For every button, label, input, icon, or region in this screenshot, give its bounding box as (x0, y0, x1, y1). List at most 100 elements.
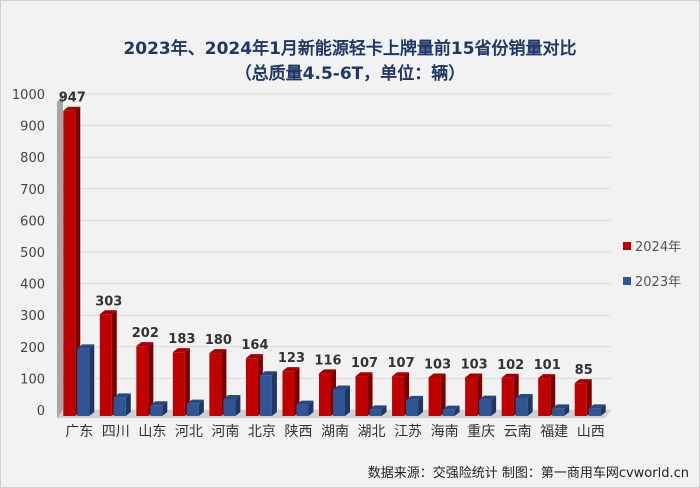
bar-top (588, 404, 606, 409)
y-tick-label: 800 (20, 151, 45, 166)
x-tick-label: 河南 (211, 424, 239, 440)
bar-top (552, 404, 570, 409)
bar-side (600, 404, 606, 416)
x-tick-label: 湖南 (321, 424, 349, 440)
bar-2023年-陕西 (296, 404, 309, 416)
data-label: 85 (575, 363, 593, 378)
y-tick-label: 600 (20, 214, 45, 229)
bar-2024年-福建 (538, 378, 551, 416)
bar-top (501, 373, 519, 378)
bar-2024年-河北 (172, 352, 185, 416)
x-tick-label: 四川 (102, 424, 130, 440)
data-label: 107 (351, 356, 378, 371)
bar-top (392, 372, 410, 377)
bar-side (111, 310, 117, 416)
x-tick-label: 广东 (65, 424, 93, 440)
data-label: 123 (278, 351, 305, 366)
bar-2023年-四川 (113, 397, 126, 416)
bar-2023年-江苏 (406, 399, 419, 416)
bar-2023年-重庆 (479, 399, 492, 416)
bar-top (538, 374, 556, 379)
bar-2023年-山东 (150, 405, 163, 416)
bar-top (282, 367, 300, 372)
x-tick-label: 北京 (248, 424, 276, 440)
bar-side (148, 342, 154, 416)
x-tick-label: 湖北 (358, 424, 386, 440)
x-tick-label: 江苏 (394, 424, 422, 440)
y-tick-label: 500 (20, 246, 45, 261)
legend-swatch (623, 277, 631, 285)
bar-2024年-广东 (63, 110, 76, 417)
x-tick-label: 陕西 (284, 424, 312, 440)
bar-side (75, 106, 81, 417)
bar-2023年-河北 (186, 403, 199, 416)
bar-top (479, 395, 497, 400)
x-tick-label: 河北 (175, 424, 203, 440)
bar-2023年-山西 (588, 408, 601, 416)
x-tick-label: 海南 (431, 424, 459, 440)
bar-2023年-云南 (515, 397, 528, 416)
bar-2024年-湖北 (355, 376, 368, 416)
bar-side (271, 371, 277, 416)
bar-top (186, 399, 204, 404)
bar-top (319, 369, 336, 374)
chart-title: 2023年、2024年1月新能源轻卡上牌量前15省份销量对比 （总质量4.5-6… (1, 37, 699, 87)
y-tick-label: 700 (20, 183, 45, 198)
bar-2024年-陕西 (282, 371, 295, 416)
bar-top (209, 349, 227, 354)
y-tick-label: 200 (20, 341, 45, 356)
data-label: 164 (241, 338, 268, 353)
bar-top (63, 106, 81, 111)
legend-swatch (623, 242, 631, 250)
bar-2023年-湖南 (333, 389, 345, 416)
bar-2024年-海南 (428, 377, 441, 416)
bar-top (113, 393, 131, 398)
bar-top (245, 354, 263, 359)
x-tick-label: 云南 (504, 424, 532, 440)
bar-top (355, 372, 373, 377)
bar-2024年-湖南 (319, 373, 331, 416)
y-tick-label: 400 (20, 278, 45, 293)
bar-side (345, 385, 350, 416)
bar-top (406, 395, 424, 400)
bar-top (77, 344, 95, 349)
bar-2023年-海南 (442, 409, 455, 416)
bar-2023年-广东 (77, 348, 90, 416)
bar-side (367, 372, 373, 416)
data-label: 180 (205, 333, 232, 348)
data-label: 183 (168, 332, 195, 347)
y-tick-label: 0 (37, 404, 45, 419)
bar-2024年-河南 (209, 353, 222, 416)
bar-top (99, 310, 117, 315)
data-label: 103 (424, 357, 451, 372)
bar-side (184, 348, 190, 416)
subtitle-line: （总质量4.5-6T，单位：辆） (234, 64, 466, 84)
y-tick-label: 1000 (12, 88, 45, 103)
bar-top (428, 373, 446, 378)
bar-2024年-北京 (245, 358, 258, 416)
bar-2023年-河南 (223, 398, 236, 416)
data-label: 116 (314, 353, 341, 368)
bar-top (136, 342, 154, 347)
bar-side (418, 395, 424, 416)
bar-side (308, 400, 314, 416)
bar-2024年-山东 (136, 346, 149, 416)
bar-side (491, 395, 497, 416)
legend-label: 2023年 (635, 275, 681, 290)
bar-side (89, 344, 95, 416)
legend-label: 2024年 (635, 240, 681, 255)
bar-2023年-北京 (259, 375, 272, 416)
bar-side (527, 393, 533, 416)
x-tick-label: 重庆 (467, 424, 495, 440)
axis-wall (57, 94, 63, 418)
y-tick-label: 900 (20, 120, 45, 135)
bar-side (381, 405, 387, 416)
bar-top (259, 371, 277, 376)
bar-top (172, 348, 190, 353)
x-tick-label: 山西 (577, 424, 605, 440)
bar-top (333, 385, 350, 390)
title-line: 2023年、2024年1月新能源轻卡上牌量前15省份销量对比 (123, 39, 577, 59)
bar-side (162, 401, 168, 416)
bar-top (223, 394, 241, 399)
bar-2024年-云南 (501, 377, 514, 416)
